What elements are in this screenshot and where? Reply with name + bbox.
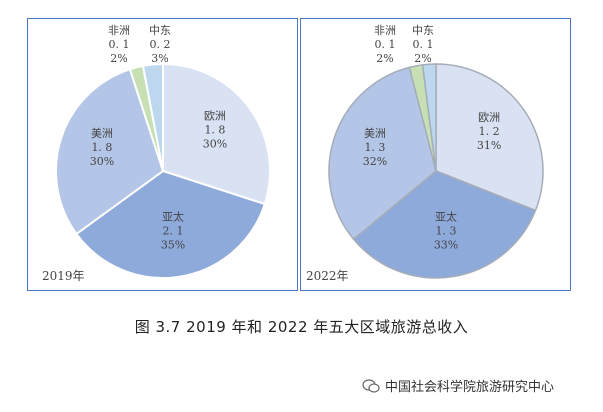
slice-label: 3% xyxy=(151,52,168,65)
panel-2019 xyxy=(27,18,298,291)
slice-label: 非洲 xyxy=(108,24,130,37)
year-label: 2019年 xyxy=(42,269,85,283)
slice-label: 30% xyxy=(203,137,227,150)
watermark-text: 中国社会科学院旅游研究中心 xyxy=(385,380,555,395)
year-label: 2022年 xyxy=(306,269,349,283)
slice-label: 亚太 xyxy=(162,210,184,223)
slice-label: 2% xyxy=(110,52,127,65)
slice-label: 美洲 xyxy=(91,127,113,140)
panel-2022 xyxy=(300,18,571,291)
slice-label: 0. 2 xyxy=(150,38,171,51)
slice-label: 0. 1 xyxy=(413,38,434,51)
pie-slice-2 xyxy=(55,67,165,236)
slice-label: 亚太 xyxy=(435,210,457,223)
slice-label: 2% xyxy=(414,52,431,65)
watermark: 中国社会科学院旅游研究中心 xyxy=(362,376,554,395)
slice-label: 1. 2 xyxy=(479,125,500,138)
slice-label: 33% xyxy=(434,238,458,251)
pie-slice-1 xyxy=(75,169,267,279)
slice-label: 中东 xyxy=(149,24,171,37)
slice-label: 32% xyxy=(363,155,387,168)
slice-label: 31% xyxy=(477,139,501,152)
slice-label: 35% xyxy=(161,238,185,251)
slice-label: 欧洲 xyxy=(204,109,226,122)
pie-slice-2 xyxy=(328,66,437,241)
slice-label: 2. 1 xyxy=(163,224,184,237)
pie-slice-4 xyxy=(421,63,437,172)
pie-slice-0 xyxy=(435,63,544,212)
slice-label: 1. 8 xyxy=(91,141,112,154)
slice-label: 欧洲 xyxy=(478,111,500,124)
slice-label: 1. 3 xyxy=(364,141,385,154)
slice-label: 非洲 xyxy=(374,24,396,37)
slice-label: 中东 xyxy=(412,24,434,37)
pie-slice-1 xyxy=(352,170,537,279)
pie-slice-4 xyxy=(141,62,164,172)
slice-label: 30% xyxy=(90,155,114,168)
slice-label: 1. 8 xyxy=(204,123,225,136)
slice-label: 2% xyxy=(376,52,393,65)
slice-label: 美洲 xyxy=(364,127,386,140)
slice-label: 1. 3 xyxy=(436,224,457,237)
wechat-icon xyxy=(362,378,380,393)
pie-charts: 欧洲1. 830%亚太2. 135%美洲1. 830%非洲0. 12%中东0. … xyxy=(42,24,544,283)
pie-slice-0 xyxy=(162,62,271,206)
slice-label: 0. 1 xyxy=(375,38,396,51)
figure-caption: 图 3.7 2019 年和 2022 年五大区域旅游总收入 xyxy=(134,318,469,336)
slice-label: 0. 1 xyxy=(109,38,130,51)
